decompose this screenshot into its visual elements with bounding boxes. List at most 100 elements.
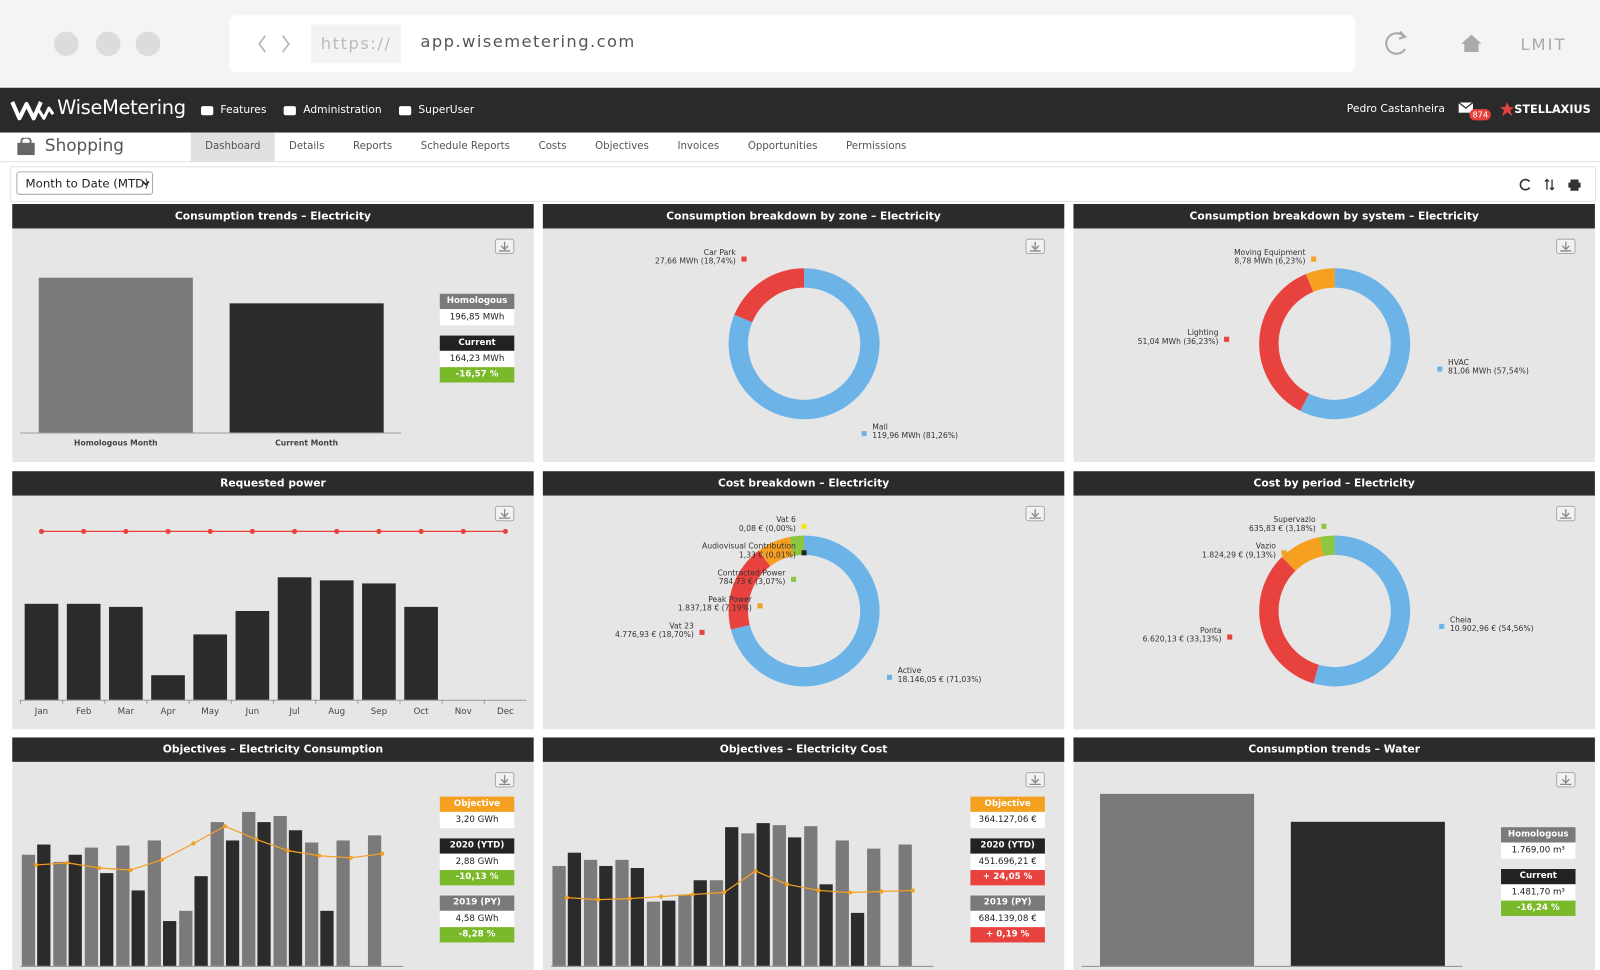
download-button[interactable] [1556,505,1576,521]
tab[interactable]: Reports [352,140,393,152]
address-bar[interactable]: https:// app.wisemetering.com [229,15,1356,73]
download-button[interactable] [1025,238,1045,254]
stat-cards: Objective (YTD)3,20 GWh 2020 (YTD)2,88 GW… [439,796,515,953]
tab[interactable]: Dashboard [190,132,275,162]
notification-badge: 874 [1469,109,1492,121]
panel-title: Requested power [12,470,534,496]
nav-bar: WiseMetering Features Administration Super… [0,87,1600,133]
home-icon[interactable] [1461,34,1482,53]
bar [194,876,208,966]
bar [1099,793,1255,966]
line-point [502,528,508,534]
line-point [380,851,385,856]
print-icon[interactable] [1568,179,1581,191]
line-point [65,860,70,865]
back-arrow[interactable] [258,35,267,53]
bar [66,603,101,700]
line-point [34,862,39,867]
bar [277,576,312,700]
stat-label: Current [439,335,515,351]
tab[interactable]: Objectives [595,140,649,152]
panel-body: HVAC 81,06 MWh (57,54%) Lighting 51,04 MWh … [1073,228,1595,463]
bar [151,674,185,700]
stat-value: 364.127,06 € [970,811,1045,829]
chart [20,772,515,967]
download-button[interactable] [1556,238,1576,254]
refresh-icon[interactable] [1519,178,1531,191]
donut-segment [728,550,771,630]
stat-value: 1.769,00 m³ [1501,842,1576,859]
period-select[interactable]: Month to Date (MTD) [16,171,154,195]
mail-icon[interactable] [1458,102,1474,114]
tab[interactable]: Schedule Reports [420,140,510,152]
nav-item[interactable]: SuperUser [398,104,474,117]
nav-item[interactable]: Administration [283,104,382,117]
x-tick-label: Aug [328,706,345,716]
download-arrow [1029,508,1041,519]
panel: Requested power Jan Feb Mar Apr May Jun Jul Aug S… [12,470,534,729]
window-dot[interactable] [95,31,121,57]
logo[interactable] [10,98,55,122]
stat-card: Homologous 1.769,00 m³ [1501,827,1576,859]
nav-item[interactable]: Features [200,104,266,117]
stat-label: 2019 (PY) [970,895,1045,911]
stat-card: 2020 (YTD) 2,88 GWh -10,13 % [439,838,515,886]
x-tick-label: Jan [34,706,48,716]
stat-value: 3,20 GWh [439,811,515,829]
download-arrow [1029,775,1041,786]
line-point [334,528,340,534]
bar [163,921,177,966]
download-button[interactable] [494,238,515,254]
download-button[interactable] [494,505,515,521]
download-button[interactable] [1556,772,1576,788]
panel-body: Cheia 10.902,96 € (54,56%) Ponta 6.620,13 €… [1073,495,1595,729]
tab[interactable]: Invoices [677,140,720,152]
sub-header: Shopping Dashboard Details Reports Schedule… [0,132,1600,163]
donut-segment [1259,556,1319,683]
tab[interactable]: Costs [538,140,567,152]
slice-value: 18.146,05 € (71,03%) [898,674,982,683]
line-point [165,528,171,534]
slice-label: Car Park [704,248,737,257]
download-button[interactable] [1025,772,1045,788]
reload-icon[interactable] [1385,32,1406,55]
window-dot[interactable] [54,31,79,57]
brand[interactable]: WiseMetering [57,96,186,120]
x-tick-label: Oct [414,706,430,716]
nav-icon [201,105,214,115]
forward-arrow[interactable] [281,35,290,53]
stat-change: + 0,19 % [970,927,1045,943]
slice-label: Moving Equipment [1234,248,1306,257]
profile[interactable]: LMIT [1520,34,1567,55]
tab[interactable]: Details [289,140,325,152]
stat-label: Objective (YTD) [970,796,1045,824]
slice-label: Lighting [1188,328,1219,337]
line-point [128,868,133,873]
window-dot[interactable] [135,31,161,57]
tab[interactable]: Opportunities [747,140,818,152]
sort-icon[interactable] [1544,178,1555,191]
x-tick-label: Nov [455,706,472,716]
line-point [81,528,87,534]
bar [788,837,802,966]
tab[interactable]: Permissions [846,140,907,152]
stat-label: Current [1501,869,1576,885]
bar [362,582,396,700]
toolbar: Month to Date (MTD) [10,166,1596,202]
shopping-icon [17,137,35,156]
donut-segment [1313,534,1411,686]
download-button[interactable] [1025,505,1045,521]
download-button[interactable] [494,772,515,788]
line-point [254,837,259,842]
partner-logo[interactable]: STELLAXIUS [1514,103,1591,117]
stat-card: Objective (YTD)3,20 GWh [439,796,515,829]
stat-value: 2,88 GWh [439,853,515,871]
line-point [784,882,790,887]
stat-value: 684.139,08 € [970,910,1045,928]
user-name[interactable]: Pedro Castanheira [1346,103,1445,116]
line-point [207,528,213,534]
chart: Jan Feb Mar Apr May Jun Jul Aug Sep Oct Nov Dec [19,505,527,716]
line-point [38,528,45,534]
